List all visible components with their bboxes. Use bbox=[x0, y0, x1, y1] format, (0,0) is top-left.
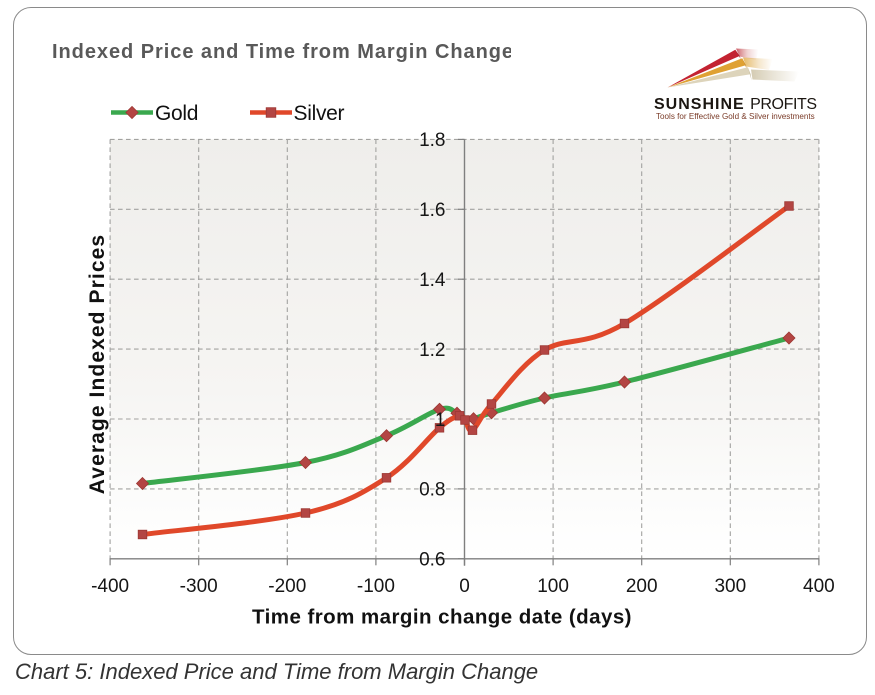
svg-text:1.6: 1.6 bbox=[419, 200, 445, 221]
svg-text:300: 300 bbox=[714, 576, 746, 597]
svg-text:0.8: 0.8 bbox=[419, 480, 445, 501]
svg-text:400: 400 bbox=[803, 576, 835, 597]
svg-text:-300: -300 bbox=[180, 576, 218, 597]
svg-text:100: 100 bbox=[537, 576, 569, 597]
svg-text:1: 1 bbox=[435, 410, 446, 431]
svg-text:-100: -100 bbox=[357, 576, 395, 597]
svg-text:Silver: Silver bbox=[294, 102, 345, 125]
svg-text:Average Indexed Prices: Average Indexed Prices bbox=[86, 234, 109, 494]
svg-text:1.8: 1.8 bbox=[419, 130, 445, 151]
svg-text:Gold: Gold bbox=[155, 102, 198, 125]
svg-text:200: 200 bbox=[626, 576, 658, 597]
svg-text:-200: -200 bbox=[268, 576, 306, 597]
svg-text:Time from margin change date (: Time from margin change date (days) bbox=[252, 606, 632, 629]
svg-text:-400: -400 bbox=[91, 576, 129, 597]
svg-text:0.6: 0.6 bbox=[419, 550, 445, 571]
svg-text:1.2: 1.2 bbox=[419, 340, 445, 361]
svg-text:1.4: 1.4 bbox=[419, 270, 446, 291]
svg-text:0: 0 bbox=[459, 576, 470, 597]
